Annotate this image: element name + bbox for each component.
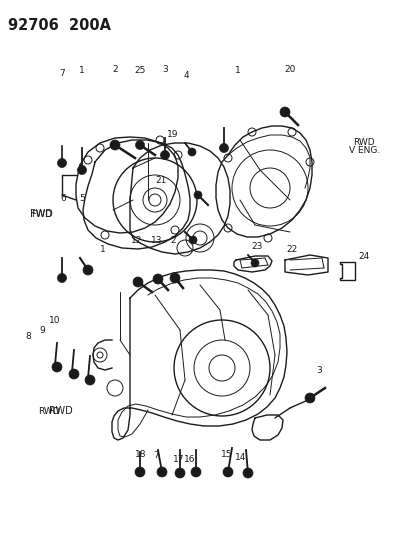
Circle shape	[194, 191, 202, 199]
Circle shape	[250, 259, 259, 267]
Text: 20: 20	[283, 65, 295, 74]
Circle shape	[57, 158, 66, 167]
Text: 14: 14	[235, 453, 246, 462]
Text: FWD: FWD	[31, 210, 52, 219]
Text: 3: 3	[162, 65, 168, 74]
Circle shape	[190, 467, 201, 477]
Circle shape	[135, 467, 145, 477]
Text: 1: 1	[79, 66, 85, 75]
Text: 1: 1	[235, 66, 240, 75]
Text: RWD: RWD	[353, 139, 374, 147]
Text: V ENG.: V ENG.	[348, 146, 379, 155]
Text: 10: 10	[49, 317, 60, 325]
Circle shape	[157, 467, 166, 477]
Text: FWD: FWD	[30, 209, 53, 219]
Circle shape	[69, 369, 79, 379]
Text: 24: 24	[358, 253, 369, 261]
Circle shape	[110, 140, 120, 150]
Circle shape	[77, 166, 86, 174]
Text: 9: 9	[39, 326, 45, 335]
Text: 6: 6	[60, 195, 66, 203]
Text: 2: 2	[170, 237, 176, 245]
Text: 4: 4	[183, 71, 189, 80]
Circle shape	[170, 273, 180, 283]
Text: 15: 15	[221, 450, 232, 458]
Circle shape	[85, 375, 95, 385]
Text: 22: 22	[285, 245, 297, 254]
Circle shape	[52, 362, 62, 372]
Circle shape	[133, 277, 142, 287]
Text: 23: 23	[250, 242, 262, 251]
Text: 2: 2	[112, 65, 118, 74]
Circle shape	[57, 273, 66, 282]
Text: 7: 7	[153, 451, 159, 460]
Text: 3: 3	[315, 366, 321, 375]
Text: 25: 25	[134, 66, 145, 75]
Text: 12: 12	[131, 237, 142, 245]
Circle shape	[279, 107, 289, 117]
Circle shape	[135, 141, 144, 149]
Circle shape	[188, 148, 195, 156]
Text: RWD: RWD	[38, 407, 59, 416]
Text: 92706  200A: 92706 200A	[8, 18, 111, 33]
Text: 16: 16	[183, 455, 195, 464]
Circle shape	[83, 265, 93, 275]
Text: 18: 18	[135, 450, 146, 458]
Circle shape	[160, 150, 169, 159]
Circle shape	[153, 274, 163, 284]
Circle shape	[304, 393, 314, 403]
Text: 13: 13	[150, 237, 162, 245]
Text: RWD: RWD	[49, 407, 72, 416]
Text: 17: 17	[173, 455, 184, 464]
Circle shape	[242, 468, 252, 478]
Text: 21: 21	[155, 176, 167, 184]
Text: 19: 19	[167, 130, 178, 139]
Circle shape	[189, 236, 197, 244]
Circle shape	[219, 143, 228, 152]
Text: 7: 7	[59, 69, 65, 78]
Text: 1: 1	[100, 245, 105, 254]
Text: 8: 8	[25, 333, 31, 341]
Circle shape	[175, 468, 185, 478]
Circle shape	[223, 467, 233, 477]
Text: 5: 5	[79, 195, 85, 203]
